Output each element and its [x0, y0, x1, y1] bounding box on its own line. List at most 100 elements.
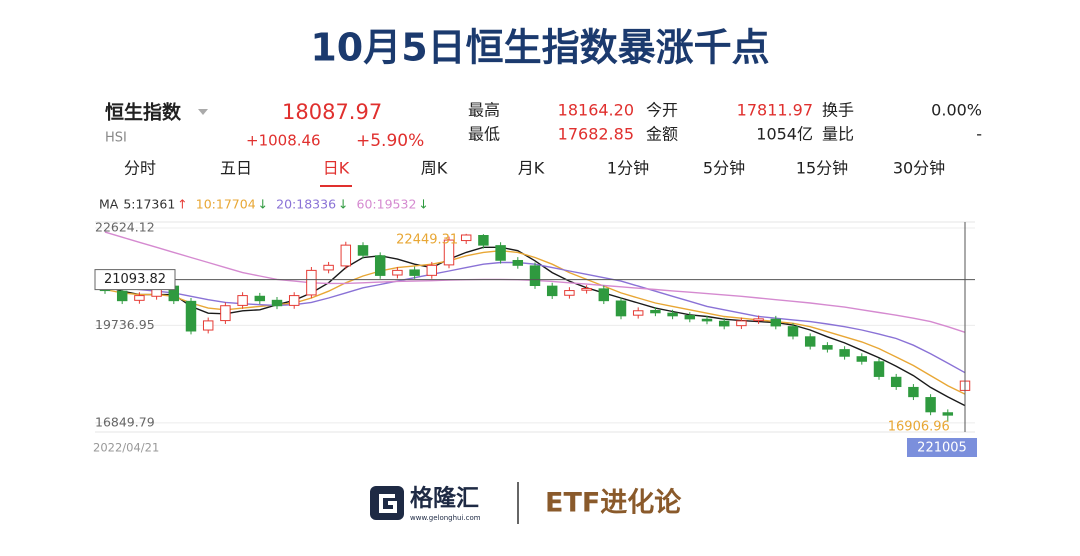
crosshair-value: 21093.82 [104, 272, 166, 287]
field-value: 18164.20 [558, 101, 634, 120]
field-value: - [976, 125, 982, 144]
min-annotation: 16906.96 [888, 419, 950, 434]
field-label: 最高 [468, 101, 500, 120]
candle-body [357, 245, 369, 256]
tab[interactable]: 15分钟 [796, 159, 848, 178]
period-tabs: 分时 五日 日K 周K 月K 1分钟 5分钟 15分钟 30分钟 [124, 159, 945, 187]
ma-prefix: MA [99, 197, 119, 212]
y-tick-label: 16849.79 [95, 414, 155, 429]
candle-body [220, 305, 231, 322]
legend-trend: ↓ [418, 197, 428, 212]
candle-body [650, 309, 661, 314]
y-tick-label: 19736.95 [95, 317, 155, 332]
index-name[interactable]: 恒生指数 [105, 101, 182, 124]
candle-body [718, 320, 730, 327]
candle-body [529, 265, 541, 287]
start-date: 2022/04/21 [93, 441, 159, 455]
candle-body [753, 318, 764, 322]
field-label: 量比 [822, 125, 854, 144]
legend-entry: 5:17361 [123, 197, 175, 212]
candle-body [822, 345, 833, 350]
candle-body [546, 285, 558, 297]
logo-icon [370, 486, 404, 520]
cursor-date: 221005 [917, 441, 967, 456]
candle-body [598, 288, 610, 302]
crosshair-value-box [94, 269, 176, 291]
candle-body [873, 361, 885, 377]
ma-line [104, 246, 966, 407]
candle-body [271, 299, 283, 307]
candle-body [770, 318, 782, 327]
field-value: 0.00% [931, 101, 982, 120]
index-code: HSI [105, 131, 127, 146]
candle-body [890, 376, 902, 388]
field-value: 17682.85 [558, 125, 634, 144]
candle-body [306, 269, 317, 296]
tab[interactable]: 月K [518, 159, 545, 178]
brand-url: www.gelonghui.com [410, 514, 481, 522]
tab[interactable]: 分时 [124, 159, 156, 178]
legend-entry: 20:18336 [276, 197, 336, 212]
channel: ETF进化论 [545, 488, 682, 519]
legend-entry: 60:19532 [357, 197, 417, 212]
candle-body [392, 269, 403, 276]
candle-body [564, 290, 575, 296]
tab[interactable]: 五日 [220, 159, 252, 178]
candle-body [409, 269, 420, 276]
y-tick-label: 22624.12 [95, 219, 155, 234]
candle-body [684, 315, 696, 320]
candle-body [804, 336, 816, 347]
candle-body [116, 290, 128, 302]
candle-body [632, 310, 644, 316]
candle-body [701, 318, 713, 322]
brand: 格隆汇 [410, 485, 479, 512]
field-label: 金额 [646, 125, 678, 144]
legend-trend: ↑ [177, 197, 187, 212]
legend-trend: ↓ [258, 197, 268, 212]
candle-body [185, 300, 197, 332]
change-pct: +5.90% [356, 131, 424, 151]
dropdown-arrow[interactable] [198, 109, 208, 115]
footer-logo: 格隆汇 www.gelonghui.com [370, 485, 481, 522]
field-value: 17811.97 [737, 101, 813, 120]
tab[interactable]: 日K [323, 159, 350, 178]
tab[interactable]: 5分钟 [703, 159, 745, 178]
ma-line [104, 249, 966, 395]
candle-body [942, 412, 954, 416]
candle-body [615, 300, 627, 317]
candle-body [288, 295, 300, 306]
candle-body [134, 295, 145, 301]
quote-fields: 最高 18164.20 今开 17811.97 换手 0.00% 最低 17682.85 金额 1… [468, 101, 982, 144]
legend-entry: 10:17704 [196, 197, 256, 212]
candle-body [925, 397, 936, 413]
candle-body [512, 259, 524, 266]
candle-body [908, 386, 919, 398]
candle-body [237, 295, 248, 306]
candle-body [202, 320, 214, 331]
max-annotation: 22449.31 [396, 232, 458, 247]
candle-body [736, 320, 747, 327]
candle-body [495, 245, 506, 261]
field-label: 今开 [646, 101, 678, 120]
candle-body [460, 234, 472, 242]
candle-body [426, 264, 438, 276]
candle-body [443, 239, 455, 266]
candle-body [787, 326, 799, 337]
field-label: 换手 [822, 101, 854, 120]
logo-glyph [379, 494, 397, 513]
legend-trend: ↓ [338, 197, 348, 212]
candle-body [340, 244, 352, 267]
candle-body [323, 264, 334, 271]
tab[interactable]: 30分钟 [893, 159, 945, 178]
field-label: 最低 [468, 125, 500, 144]
candle-body [374, 255, 386, 276]
cursor-date-box [907, 438, 977, 457]
price: 18087.97 [282, 100, 382, 124]
candle-body [581, 288, 592, 291]
candle-body [478, 235, 489, 246]
tab[interactable]: 1分钟 [607, 159, 649, 178]
tab[interactable]: 周K [421, 159, 448, 178]
page-title: 10月5日恒生指数暴涨千点 [310, 26, 769, 70]
